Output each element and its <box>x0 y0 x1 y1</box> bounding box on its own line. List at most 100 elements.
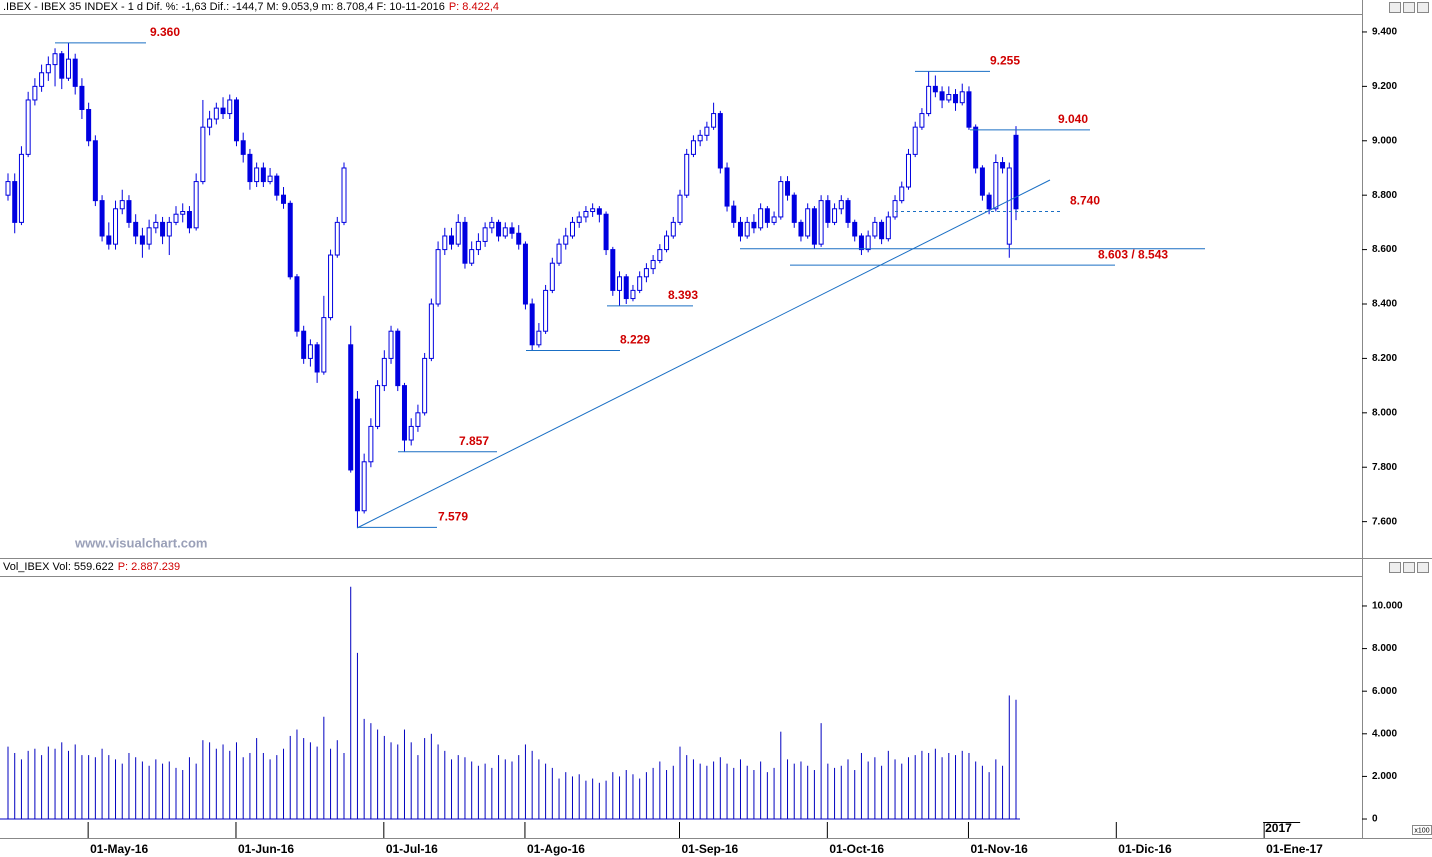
candle-body <box>838 200 844 210</box>
candle-body <box>86 108 92 142</box>
candle-body <box>791 194 797 223</box>
candle-body <box>650 259 656 270</box>
y-tick-label: 6.000 <box>1372 686 1397 697</box>
candle-body <box>630 289 636 300</box>
candle-body <box>428 303 434 359</box>
candle-body <box>39 72 45 87</box>
candle-body <box>307 344 313 359</box>
candle-body <box>422 357 428 414</box>
y-tick-label: 9.000 <box>1372 135 1397 146</box>
candle-body <box>294 276 300 332</box>
candle-body <box>563 235 569 245</box>
x-tick-label: 01-Jun-16 <box>238 842 294 856</box>
y-tick-label: 7.600 <box>1372 516 1397 527</box>
x-tick-label: 01-Nov-16 <box>970 842 1028 856</box>
candle-body <box>354 398 360 512</box>
year-label: 2017 <box>1265 821 1292 835</box>
candle-body <box>623 276 629 300</box>
level-label: 8.393 <box>668 288 698 302</box>
candle-body <box>919 113 925 128</box>
candle-body <box>879 221 885 240</box>
scale-label: x100 <box>1414 827 1429 834</box>
candle-body <box>603 213 609 251</box>
candle-body <box>496 221 502 237</box>
watermark: www.visualchart.com <box>74 535 207 550</box>
close-button[interactable] <box>1417 562 1429 573</box>
candle-body <box>173 213 179 223</box>
candle-body <box>657 249 663 261</box>
candle-body <box>482 227 488 242</box>
candle-body <box>939 91 945 101</box>
restore-button[interactable] <box>1403 2 1415 13</box>
candle-body <box>153 221 159 229</box>
candle-body <box>113 208 119 245</box>
candle-body <box>617 276 623 291</box>
y-tick-label: 10.000 <box>1372 601 1403 612</box>
candle-body <box>973 126 979 169</box>
candle-body <box>516 232 522 245</box>
volume-title: Vol_IBEX Vol: 559.622 <box>3 561 114 573</box>
candle-body <box>704 126 710 136</box>
candle-body <box>65 58 71 79</box>
candle-body <box>274 175 280 196</box>
candle-body <box>368 425 374 463</box>
candle-body <box>449 235 455 245</box>
candle-body <box>610 249 616 291</box>
candle-body <box>106 235 112 245</box>
scroll-button[interactable] <box>1389 562 1401 573</box>
candle-body <box>737 221 743 237</box>
candle-body <box>281 194 287 204</box>
candle-body <box>637 276 643 291</box>
candle-body <box>314 344 320 373</box>
candle-body <box>892 200 898 218</box>
candle-body <box>751 221 757 229</box>
candle-body <box>731 205 737 223</box>
candle-body <box>966 91 972 128</box>
level-label: 8.603 / 8.543 <box>1098 247 1168 261</box>
x-tick-label: 01-Dic-16 <box>1118 842 1172 856</box>
candle-body <box>543 289 549 332</box>
candle-body <box>260 167 266 183</box>
candle-body <box>5 181 11 196</box>
candle-body <box>381 357 387 387</box>
close-button[interactable] <box>1417 2 1429 13</box>
candle-body <box>489 221 495 229</box>
y-tick-label: 8.800 <box>1372 190 1397 201</box>
candle-body <box>711 113 717 128</box>
level-label: 9.255 <box>990 54 1020 68</box>
candle-body <box>247 153 253 183</box>
candle-body <box>442 235 448 251</box>
candle-body <box>45 64 51 74</box>
candle-body <box>865 235 871 251</box>
candle-body <box>469 249 475 264</box>
candle-body <box>200 126 206 183</box>
y-tick-label: 9.400 <box>1372 27 1397 38</box>
candle-body <box>133 221 139 237</box>
candle-body <box>139 235 145 245</box>
y-tick-label: 8.400 <box>1372 299 1397 310</box>
volume-last: P: 2.887.239 <box>118 561 180 573</box>
candle-body <box>240 140 246 155</box>
candle-body <box>146 227 152 245</box>
restore-button[interactable] <box>1403 562 1415 573</box>
candle-body <box>932 85 938 93</box>
candle-body <box>899 186 905 202</box>
candle-body <box>126 200 132 223</box>
candle-body <box>72 58 78 87</box>
candle-body <box>576 216 582 223</box>
candle-body <box>25 99 31 155</box>
candle-body <box>180 211 186 215</box>
candle-body <box>455 221 461 245</box>
candle-body <box>670 221 676 237</box>
candle-body <box>986 194 992 210</box>
candle-body <box>690 140 696 155</box>
candle-body <box>415 412 421 427</box>
candle-body <box>852 221 858 237</box>
scroll-button[interactable] <box>1389 2 1401 13</box>
candle-body <box>556 243 562 264</box>
candle-body <box>771 216 777 223</box>
y-tick-label: 9.200 <box>1372 81 1397 92</box>
candle-body <box>233 99 239 142</box>
x-tick-label: 01-Oct-16 <box>829 842 884 856</box>
y-tick-label: 8.000 <box>1372 407 1397 418</box>
